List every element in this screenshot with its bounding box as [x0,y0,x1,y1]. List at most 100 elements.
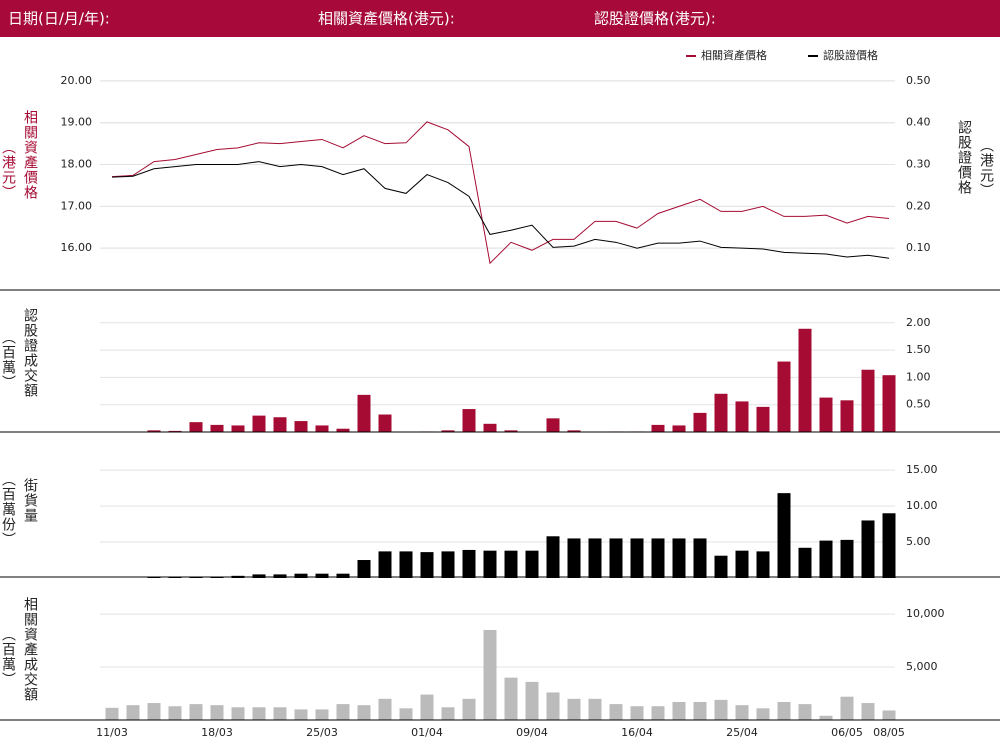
bar [819,715,833,720]
bar [168,430,182,432]
bar [231,707,245,720]
header-bar [0,0,1000,37]
bar [273,574,287,578]
bar [861,703,875,720]
bar [609,704,623,720]
bar [168,706,182,720]
bar [252,415,266,432]
bar [588,538,602,578]
bar [840,400,854,432]
bar [798,704,812,720]
y-label-unit: （港元） [0,140,16,200]
bar [231,425,245,432]
tick-label: 18.00 [61,158,93,171]
bar [546,692,560,720]
bar [483,550,497,578]
x-tick-label: 25/03 [306,726,338,739]
bar [420,552,434,578]
bar [714,699,728,720]
bar [189,422,203,432]
tick-label: 1.50 [906,343,931,356]
bar [693,538,707,578]
line-series [111,161,890,259]
bar [441,430,455,432]
tick-label: 0.20 [906,199,931,212]
bar [294,709,308,720]
bar [756,406,770,432]
bar [882,513,896,578]
bar [336,704,350,720]
bar [504,550,518,578]
bar [294,421,308,432]
bar [441,551,455,578]
y-label: 認股證成交額 [22,308,38,398]
tick-label: 0.10 [906,241,931,254]
tick-label: 0.40 [906,116,931,129]
bar [651,424,665,432]
bar [483,423,497,432]
y-label: 相關資產成交額 [22,597,38,702]
bar [294,573,308,578]
bar [357,560,371,578]
y-label-unit: （百萬） [0,627,16,687]
bar [441,707,455,720]
bar [693,701,707,720]
x-tick-label: 08/05 [873,726,905,739]
tick-label: 5,000 [906,660,938,673]
bar [378,698,392,720]
x-tick-label: 18/03 [201,726,233,739]
bar [399,551,413,578]
bar [105,707,119,720]
bar [252,707,266,720]
bar [777,361,791,432]
bar [672,701,686,720]
legend-label: 相關資產價格 [701,48,767,62]
line-series [111,121,890,265]
bar [483,629,497,720]
bar [672,538,686,578]
header-warrant: 認股證價格(港元): [594,10,716,28]
bar [273,417,287,432]
tick-label: 19.00 [61,116,93,129]
header-date: 日期(日/月/年): [8,10,110,28]
bar [756,708,770,720]
bar [735,550,749,578]
x-tick-label: 09/04 [516,726,548,739]
bar [147,703,161,720]
bar [126,705,140,720]
y-label-unit: （百萬份） [0,472,16,547]
y-label: 相關資產價格 [22,110,38,200]
bar [672,425,686,432]
bar [588,698,602,720]
bar [357,705,371,720]
tick-label: 17.00 [61,199,93,212]
header-underlying: 相關資產價格(港元): [318,10,455,28]
bar [861,520,875,578]
bar [819,540,833,578]
tick-label: 5.00 [906,535,931,548]
bar [756,551,770,578]
y2-label-unit: （港元） [978,138,994,198]
bar [525,681,539,720]
tick-label: 10.00 [906,499,938,512]
tick-label: 10,000 [906,607,945,620]
x-tick-label: 01/04 [411,726,443,739]
bar [147,430,161,432]
bar [462,409,476,432]
bar [819,397,833,432]
bar [273,707,287,720]
bar [840,539,854,578]
legend-label: 認股證價格 [823,48,878,62]
y-label: 街貨量 [22,478,38,523]
tick-label: 20.00 [61,74,93,87]
bar [315,425,329,432]
bar [567,698,581,720]
bar [882,710,896,720]
tick-label: 1.00 [906,370,931,383]
bar [462,549,476,578]
bar [504,430,518,432]
tick-label: 0.50 [906,74,931,87]
bar [714,555,728,578]
